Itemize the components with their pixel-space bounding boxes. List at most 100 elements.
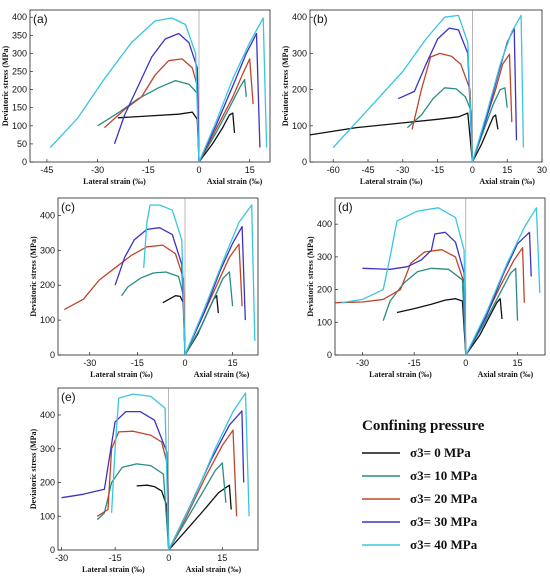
series-10mpa-axial-curve [471, 87, 508, 163]
chart-panel-3: 0 100 200 300 400 -30 -15 0 15 Deviatoric stress … [306, 197, 546, 379]
y-tick-label: 100 [12, 121, 27, 131]
series-10mpa-lateral-curve [382, 267, 467, 356]
series-0mpa-lateral-curve [136, 484, 170, 551]
y-tick-label: 300 [292, 48, 307, 58]
y-tick-label: 400 [40, 210, 55, 220]
x-axis-label-lateral: Lateral strain (‰) [369, 370, 432, 379]
y-tick-label: 300 [40, 245, 55, 255]
series-30mpa-axial-curve [465, 231, 532, 356]
x-tick-label: 15 [228, 358, 238, 368]
series-10mpa-axial-curve [465, 267, 519, 356]
x-tick-label: -15 [109, 553, 122, 563]
series-40mpa-axial-curve [168, 392, 250, 551]
y-tick-label: 100 [40, 511, 55, 521]
x-tick-label: -15 [131, 358, 144, 368]
y-axis-label: Deviatoric stress (MPa) [306, 236, 315, 317]
x-tick-label: -45 [361, 165, 374, 175]
y-axis-label: Deviatoric stress (MPa) [29, 429, 38, 510]
plot-frame [334, 197, 546, 356]
x-tick-label: 0 [182, 358, 187, 368]
series-20mpa-axial-curve [198, 58, 254, 163]
series-40mpa-lateral-curve [49, 17, 200, 163]
x-axis-label-axial: Axial strain (‰) [207, 177, 263, 186]
x-tick-label: 0 [166, 553, 171, 563]
legend-entry-30mpa: σ3= 30 MPa [362, 514, 478, 529]
x-axis-label-lateral: Lateral strain (‰) [90, 370, 153, 379]
panel-label: (c) [61, 200, 75, 214]
legend: Confining pressure σ3= 0 MPa σ3= 10 MPa … [362, 418, 485, 552]
plot-frame [57, 387, 259, 551]
y-tick-label: 200 [40, 280, 55, 290]
legend-title: Confining pressure [362, 418, 485, 434]
x-tick-label: -15 [408, 358, 421, 368]
series-20mpa-lateral-curve [334, 249, 467, 356]
series-20mpa-lateral-curve [63, 244, 186, 356]
y-tick-label: 0 [50, 545, 55, 555]
y-tick-label: 0 [302, 157, 307, 167]
panel-label: (d) [338, 200, 353, 214]
series-0mpa-axial-curve [168, 484, 232, 551]
series-20mpa-lateral-curve [103, 58, 200, 163]
x-tick-label: 0 [197, 165, 202, 175]
y-tick-label: 200 [12, 85, 27, 95]
series-0mpa-lateral-curve [396, 298, 467, 356]
plot-frame [309, 9, 543, 163]
y-tick-label: 200 [317, 285, 332, 295]
y-tick-label: 300 [40, 444, 55, 454]
x-tick-label: -15 [431, 165, 444, 175]
x-axis-label-lateral: Lateral strain (‰) [360, 177, 423, 186]
y-tick-label: 200 [292, 85, 307, 95]
x-axis-label-lateral: Lateral strain (‰) [83, 177, 146, 186]
series-30mpa-lateral-curve [362, 231, 467, 356]
series-40mpa-axial-curve [198, 17, 268, 163]
series-10mpa-axial-curve [184, 271, 234, 356]
y-tick-label: 0 [22, 157, 27, 167]
legend-entry-10mpa: σ3= 10 MPa [362, 468, 478, 483]
series-30mpa-lateral-curve [397, 27, 474, 163]
legend-entry-0mpa: σ3= 0 MPa [362, 445, 471, 460]
x-tick-label: 15 [245, 165, 255, 175]
series-40mpa-axial-curve [184, 204, 256, 356]
x-axis-label-axial: Axial strain (‰) [478, 370, 534, 379]
series-0mpa-lateral-curve [309, 112, 474, 163]
x-tick-label: -30 [55, 553, 68, 563]
x-tick-label: -60 [327, 165, 340, 175]
y-tick-label: 150 [12, 103, 27, 113]
x-tick-label: -30 [91, 165, 104, 175]
panel-label: (e) [61, 390, 76, 404]
legend-label-10mpa: σ3= 10 MPa [410, 468, 478, 483]
x-axis-label-axial: Axial strain (‰) [479, 177, 535, 186]
plot-frame [29, 9, 271, 163]
x-tick-label: -15 [142, 165, 155, 175]
x-tick-label: 0 [470, 165, 475, 175]
x-tick-label: -30 [83, 358, 96, 368]
y-tick-label: 400 [317, 219, 332, 229]
series-10mpa-lateral-curve [120, 271, 186, 356]
chart-panel-1: 0 100 200 300 400 -60 -45 -30 -15 0 15 30 Deviatoric… [281, 9, 547, 186]
y-tick-label: 0 [327, 350, 332, 360]
series-20mpa-lateral-curve [96, 430, 170, 551]
series-0mpa-axial-curve [198, 112, 236, 163]
legend-entry-20mpa: σ3= 20 MPa [362, 491, 478, 506]
series-10mpa-lateral-curve [97, 79, 200, 163]
legend-label-0mpa: σ3= 0 MPa [410, 445, 471, 460]
y-axis-label: Deviatoric stress (MPa) [281, 46, 290, 127]
series-20mpa-lateral-curve [411, 52, 474, 163]
series-10mpa-lateral-curve [406, 87, 474, 163]
y-tick-label: 100 [317, 317, 332, 327]
y-tick-label: 200 [40, 478, 55, 488]
x-tick-label: 15 [512, 358, 522, 368]
chart-panel-4: 0 100 200 300 400 -30 -15 0 15 Deviatoric stress … [29, 387, 259, 574]
series-30mpa-axial-curve [184, 225, 246, 356]
y-axis-label: Deviatoric stress (MPa) [29, 236, 38, 317]
series-30mpa-lateral-curve [61, 410, 170, 551]
series-0mpa-lateral-curve [162, 295, 186, 356]
series-0mpa-axial-curve [471, 114, 499, 163]
y-tick-label: 400 [292, 12, 307, 22]
y-tick-label: 50 [17, 139, 27, 149]
y-tick-label: 100 [40, 315, 55, 325]
series-10mpa-axial-curve [198, 78, 247, 163]
x-axis-label-axial: Axial strain (‰) [194, 370, 250, 379]
